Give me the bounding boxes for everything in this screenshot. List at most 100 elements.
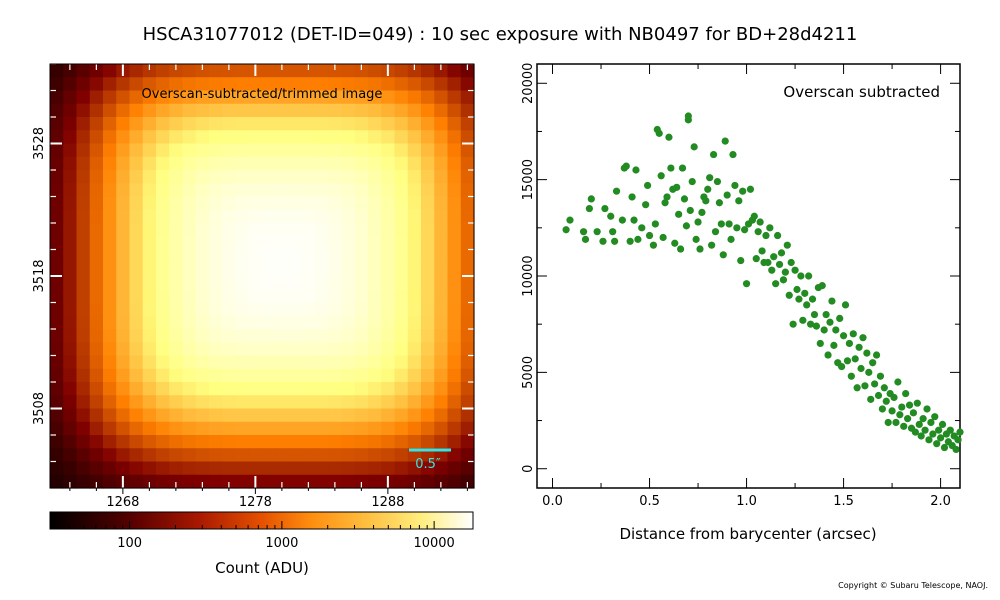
heatmap-pixel — [63, 223, 78, 237]
heatmap-pixel — [354, 236, 369, 251]
heatmap-pixel — [421, 342, 435, 357]
heatmap-pixel — [89, 342, 104, 357]
heatmap-pixel — [248, 315, 263, 330]
heatmap-pixel — [301, 209, 316, 224]
heatmap-pixel — [235, 448, 250, 463]
heatmap-pixel — [394, 249, 409, 264]
heatmap-pixel — [129, 395, 144, 410]
heatmap-pixel — [235, 64, 250, 78]
heatmap-pixel — [50, 196, 64, 211]
heatmap-pixel — [368, 276, 382, 290]
heatmap-pixel — [354, 156, 369, 171]
scatter-point — [900, 422, 908, 430]
heatmap-pixel — [394, 448, 409, 463]
heatmap-pixel — [354, 461, 369, 476]
heatmap-pixel — [129, 77, 144, 92]
heatmap-pixel — [421, 196, 435, 211]
heatmap-pixel — [275, 408, 290, 423]
scatter-point — [698, 208, 706, 216]
scatter-point — [830, 341, 838, 349]
scatter-point — [952, 445, 960, 454]
heatmap-pixel — [407, 130, 422, 145]
heatmap-pixel — [76, 64, 91, 78]
heatmap-pixel — [262, 461, 276, 476]
heatmap-y-tick-label: 3508 — [32, 392, 47, 425]
heatmap-pixel — [354, 302, 369, 317]
heatmap-pixel — [328, 342, 343, 357]
scatter-point — [855, 343, 863, 351]
heatmap-pixel — [169, 64, 184, 78]
heatmap-pixel — [460, 103, 475, 118]
heatmap-pixel — [394, 223, 409, 237]
heatmap-pixel — [156, 183, 170, 198]
heatmap-pixel — [328, 156, 343, 171]
heatmap-pixel — [156, 64, 170, 78]
heatmap-pixel — [50, 461, 64, 476]
heatmap-pixel — [195, 183, 210, 198]
heatmap-pixel — [169, 435, 184, 449]
heatmap-pixel — [63, 249, 78, 264]
heatmap-pixel — [341, 382, 356, 396]
heatmap-pixel — [156, 421, 170, 436]
heatmap-pixel — [447, 368, 462, 383]
heatmap-pixel — [328, 117, 343, 131]
heatmap-pixel — [262, 262, 276, 277]
heatmap-pixel — [341, 170, 356, 184]
heatmap-pixel — [209, 355, 223, 370]
heatmap-pixel — [328, 382, 343, 396]
heatmap-pixel — [248, 461, 263, 476]
scatter-point — [849, 330, 857, 338]
heatmap-pixel — [50, 329, 64, 343]
scatter-y-tick-label: 0 — [521, 465, 536, 473]
heatmap-pixel — [460, 355, 475, 370]
scatter-point — [783, 241, 791, 249]
scatter-point — [867, 395, 875, 403]
scatter-point — [709, 150, 718, 159]
heatmap-pixel — [368, 143, 382, 158]
heatmap-pixel — [116, 236, 131, 251]
heatmap-pixel — [460, 236, 475, 251]
heatmap-pixel — [209, 183, 223, 198]
heatmap-pixel — [315, 435, 329, 449]
heatmap-pixel — [447, 421, 462, 436]
heatmap-pixel — [169, 170, 184, 184]
scatter-frame — [536, 63, 961, 489]
heatmap-pixel — [434, 223, 449, 237]
heatmap-pixel — [182, 236, 197, 251]
scatter-point — [772, 280, 780, 288]
heatmap-pixel — [354, 90, 369, 105]
heatmap-pixel — [407, 183, 422, 198]
heatmap-pixel — [50, 130, 64, 145]
heatmap-pixel — [156, 435, 170, 449]
heatmap-pixel — [142, 103, 157, 118]
heatmap-pixel — [447, 156, 462, 171]
heatmap-pixel — [354, 435, 369, 449]
heatmap-pixel — [89, 103, 104, 118]
heatmap-pixel — [407, 474, 422, 489]
heatmap-pixel — [328, 368, 343, 383]
heatmap-pixel — [315, 395, 329, 410]
heatmap-pixel — [76, 355, 91, 370]
heatmap-pixel — [354, 143, 369, 158]
heatmap-pixel — [89, 461, 104, 476]
heatmap-pixel — [209, 461, 223, 476]
heatmap-pixel — [288, 170, 303, 184]
heatmap-pixel — [407, 395, 422, 410]
heatmap-pixel — [315, 156, 329, 171]
heatmap-pixel — [354, 421, 369, 436]
heatmap-pixel — [288, 143, 303, 158]
scatter-point — [911, 428, 919, 436]
heatmap-pixel — [447, 90, 462, 105]
heatmap-pixel — [195, 262, 210, 277]
heatmap-pixel — [301, 289, 316, 304]
heatmap-pixel — [156, 143, 170, 158]
heatmap-pixel — [50, 183, 64, 198]
heatmap-pixel — [142, 143, 157, 158]
heatmap-pixel — [460, 77, 475, 92]
heatmap-pixel — [89, 329, 104, 343]
heatmap-pixel — [381, 355, 396, 370]
heatmap-pixel — [368, 448, 382, 463]
heatmap-pixel — [89, 183, 104, 198]
heatmap-pixel — [275, 236, 290, 251]
scatter-point — [925, 436, 933, 444]
